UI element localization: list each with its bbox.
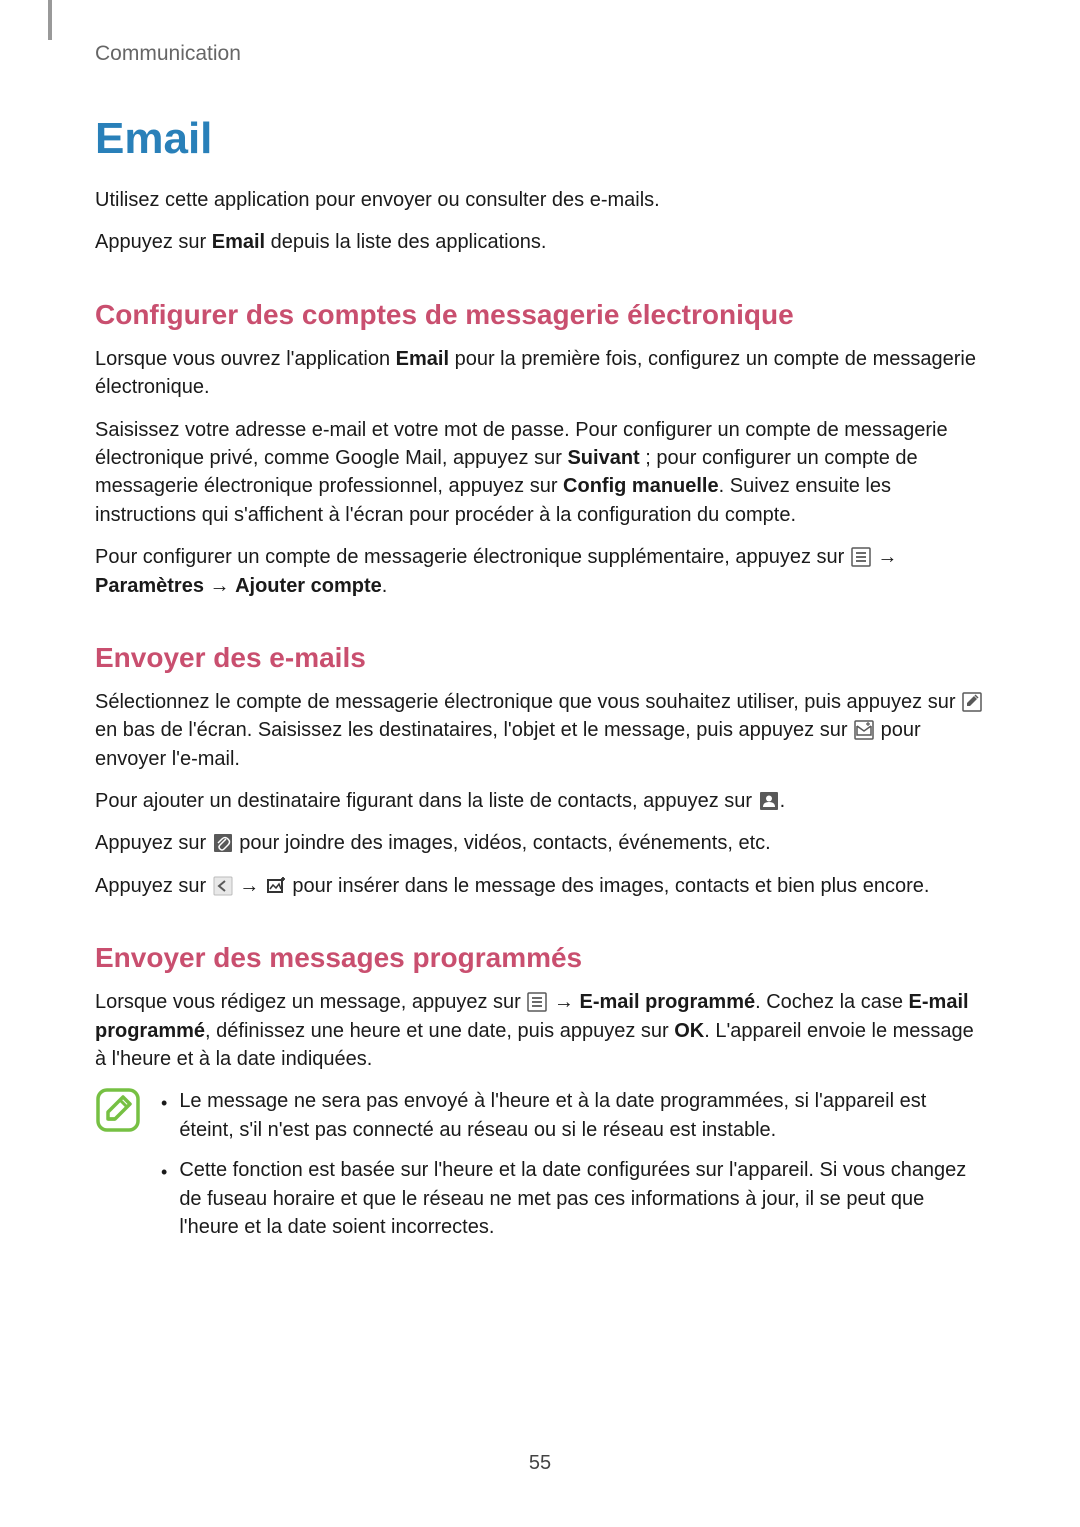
page-number: 55 (0, 1452, 1080, 1475)
bullet-dot: • (161, 1159, 167, 1244)
section-scheduled-heading: Envoyer des messages programmés (95, 942, 985, 974)
bullet-dot: • (161, 1090, 167, 1147)
intro-p2: Appuyez sur Email depuis la liste des ap… (95, 228, 985, 256)
section3-p1: Lorsque vous rédigez un message, appuyez… (95, 988, 985, 1073)
section1-p1: Lorsque vous ouvrez l'application Email … (95, 345, 985, 402)
bullet-item: • Le message ne sera pas envoyé à l'heur… (161, 1087, 985, 1144)
attach-icon (213, 833, 233, 853)
bullet-item: • Cette fonction est basée sur l'heure e… (161, 1156, 985, 1241)
section1-p3: Pour configurer un compte de messagerie … (95, 543, 985, 600)
insert-image-icon (266, 876, 286, 896)
compose-icon (962, 692, 982, 712)
section2-p1: Sélectionnez le compte de messagerie éle… (95, 688, 985, 773)
note-icon (95, 1087, 141, 1133)
intro-p1: Utilisez cette application pour envoyer … (95, 186, 985, 214)
page-title: Email (95, 114, 985, 164)
section2-p3: Appuyez sur pour joindre des images, vid… (95, 829, 985, 857)
contact-icon (759, 791, 779, 811)
section-send-heading: Envoyer des e-mails (95, 642, 985, 674)
note-block: • Le message ne sera pas envoyé à l'heur… (95, 1087, 985, 1253)
section2-p2: Pour ajouter un destinataire figurant da… (95, 787, 985, 815)
menu-icon (851, 547, 871, 567)
expand-icon (213, 876, 233, 896)
page-content: Communication Email Utilisez cette appli… (0, 0, 1080, 1253)
section2-p4: Appuyez sur → pour insérer dans le messa… (95, 872, 985, 900)
chapter-header: Communication (95, 42, 985, 66)
note-content: • Le message ne sera pas envoyé à l'heur… (161, 1087, 985, 1253)
menu-icon (527, 992, 547, 1012)
send-icon (854, 720, 874, 740)
section1-p2: Saisissez votre adresse e-mail et votre … (95, 416, 985, 530)
section-configure-heading: Configurer des comptes de messagerie éle… (95, 299, 985, 331)
page-tab-mark (48, 0, 52, 40)
